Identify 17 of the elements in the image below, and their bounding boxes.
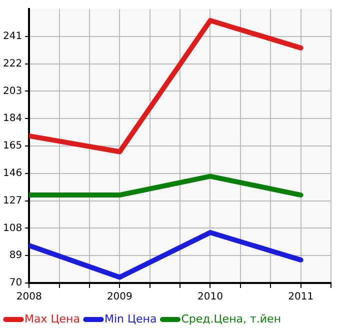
- x-tick-label: 2008: [16, 292, 42, 303]
- x-tick-label: 2009: [106, 292, 132, 303]
- y-tick-label: 241: [2, 30, 22, 42]
- y-tick-label: 184: [2, 113, 22, 124]
- legend-label: Min Цена: [104, 312, 157, 326]
- x-tick-label: 2011: [288, 292, 314, 303]
- legend-label: Max Цена: [24, 312, 80, 326]
- y-tick-label: 127: [2, 195, 22, 206]
- y-tick-label: 108: [2, 222, 22, 234]
- legend-label: Сред.Цена, т.йен: [181, 312, 282, 326]
- y-tick-label: 89: [9, 250, 22, 262]
- y-tick-label: 165: [2, 140, 22, 152]
- y-tick-label: 146: [2, 168, 22, 179]
- y-tick-label: 222: [2, 58, 22, 70]
- y-tick-label: 70: [9, 278, 22, 289]
- y-tick-label: 203: [2, 86, 22, 97]
- x-tick-label: 2010: [198, 292, 223, 303]
